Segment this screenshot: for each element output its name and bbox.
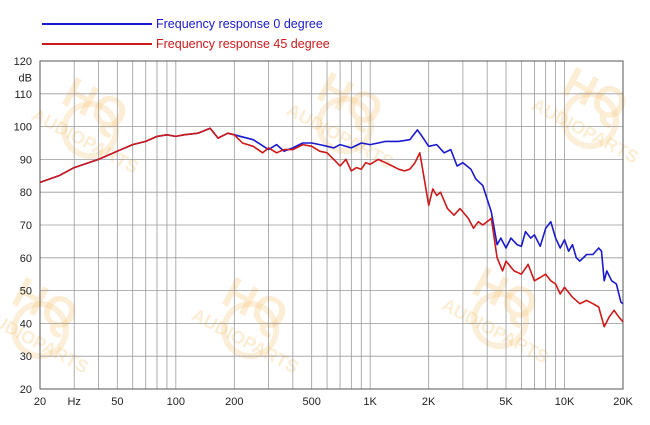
- x-tick-label: 2K: [422, 396, 436, 408]
- y-tick-label: 70: [20, 220, 32, 232]
- legend: Frequency response 0 degree Frequency res…: [42, 17, 330, 51]
- grid: [40, 61, 623, 389]
- plot-frame: [39, 60, 624, 390]
- watermark-ring: [11, 301, 69, 359]
- y-axis-label: dB: [19, 72, 32, 84]
- y-axis-ticks: 20 30 40 50 60 70 80 90 100 110 120: [14, 56, 32, 396]
- x-tick-label: 50: [111, 396, 123, 408]
- y-tick-label: 40: [20, 318, 32, 330]
- y-tick-label: 80: [20, 187, 32, 199]
- x-tick-label: 200: [225, 396, 243, 408]
- y-tick-label: 90: [20, 154, 32, 166]
- legend-label-45-degree: Frequency response 45 degree: [156, 37, 330, 51]
- x-tick-label: 500: [302, 396, 320, 408]
- watermark-ring: [561, 91, 619, 149]
- y-tick-label: 110: [14, 89, 32, 101]
- x-tick-label: 20: [34, 396, 46, 408]
- watermark-ring: [221, 301, 279, 359]
- y-tick-label: 50: [20, 286, 32, 298]
- x-axis-ticks: 20 Hz 50 100 200 500 1K 2K 5K 10K 20K: [34, 396, 634, 408]
- y-tick-label: 100: [14, 122, 32, 134]
- x-tick-label: 100: [167, 396, 185, 408]
- x-tick-label: 1K: [363, 396, 377, 408]
- plot-border: [39, 60, 624, 390]
- y-tick-label: 60: [20, 253, 32, 265]
- y-tick-label: 120: [14, 56, 32, 68]
- series-lines: [39, 127, 624, 328]
- legend-label-0-degree: Frequency response 0 degree: [156, 17, 323, 31]
- watermark-ring: [61, 101, 119, 159]
- x-tick-label: 5K: [499, 396, 513, 408]
- x-tick-label: 20K: [613, 396, 633, 408]
- x-tick-label: 10K: [555, 396, 575, 408]
- x-tick-label: Hz: [67, 396, 80, 408]
- series-line-45-degree: [39, 127, 624, 328]
- watermark-ring: [471, 291, 529, 349]
- y-tick-label: 20: [20, 384, 32, 396]
- y-tick-label: 30: [20, 351, 32, 363]
